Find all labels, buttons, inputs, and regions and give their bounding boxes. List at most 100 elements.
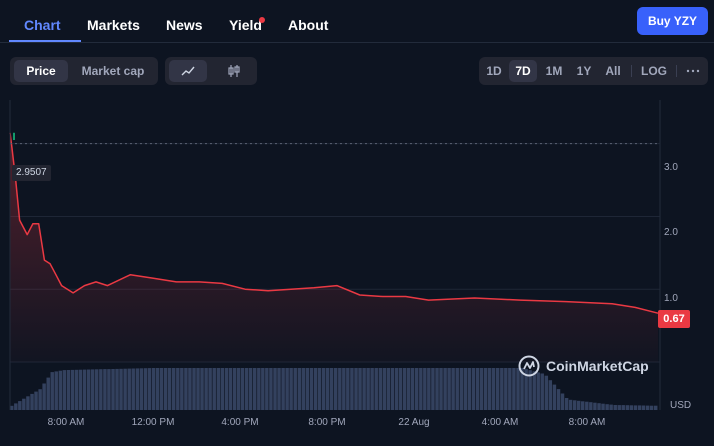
volume-bar (163, 368, 168, 410)
candlestick-icon[interactable] (215, 60, 253, 82)
range-7d[interactable]: 7D (509, 60, 537, 82)
volume-bar (589, 402, 593, 410)
volume-bar (342, 368, 346, 410)
volume-bar (123, 368, 127, 410)
volume-bar (184, 368, 188, 410)
metric-toggle: Price Market cap (10, 57, 158, 85)
market-cap-tab[interactable]: Market cap (81, 64, 145, 78)
buy-button[interactable]: Buy YZY (637, 7, 708, 35)
volume-bar (386, 368, 391, 410)
price-area (10, 132, 658, 362)
volume-bar (475, 368, 480, 410)
range-1m[interactable]: 1M (545, 64, 563, 78)
volume-bar (26, 396, 30, 410)
volume-bar (528, 370, 532, 410)
y-tick-label: 1.0 (664, 293, 678, 304)
volume-bar (228, 368, 233, 410)
volume-bar (524, 369, 528, 410)
active-tab-underline (9, 40, 81, 42)
tab-news[interactable]: News (166, 17, 203, 33)
start-price-label: 2.9507 (12, 165, 51, 181)
volume-bar (111, 369, 115, 410)
volume-bar (293, 368, 297, 410)
volume-bar (236, 368, 241, 410)
volume-bar (633, 405, 638, 410)
volume-bar (374, 368, 378, 410)
volume-bar (265, 368, 269, 410)
volume-bar (516, 368, 520, 410)
volume-bars (10, 368, 658, 410)
volume-bar (491, 368, 496, 410)
volume-bar (220, 368, 225, 410)
range-1y[interactable]: 1Y (576, 64, 592, 78)
volume-bar (402, 368, 407, 410)
volume-bar (585, 401, 589, 410)
volume-bar (350, 368, 354, 410)
volume-bar (564, 398, 569, 410)
chart-type-toggle (165, 57, 257, 85)
volume-bar (613, 405, 617, 410)
volume-bar (378, 368, 383, 410)
volume-bar (321, 368, 326, 410)
volume-bar (172, 368, 176, 410)
volume-bar (50, 372, 54, 410)
volume-bar (289, 368, 293, 410)
volume-bar (42, 383, 46, 410)
volume-bar (609, 404, 613, 410)
watermark-text: CoinMarketCap (546, 358, 649, 374)
volume-bar (30, 393, 34, 410)
volume-bar (309, 368, 314, 410)
price-chart[interactable] (0, 100, 714, 446)
more-icon[interactable] (681, 60, 705, 82)
volume-bar (208, 368, 212, 410)
volume-bar (180, 368, 184, 410)
log-scale-button[interactable]: LOG (641, 64, 667, 78)
volume-bar (99, 369, 103, 410)
volume-bar (577, 400, 581, 410)
volume-bar (62, 370, 67, 410)
range-1d[interactable]: 1D (486, 64, 502, 78)
volume-bar (508, 368, 512, 410)
volume-bar (447, 368, 451, 410)
volume-bar (155, 368, 160, 410)
volume-bar (467, 368, 472, 410)
tab-chart[interactable]: Chart (24, 17, 61, 33)
line-chart-icon[interactable] (169, 60, 207, 82)
volume-bar (127, 368, 131, 410)
volume-bar (520, 368, 524, 410)
volume-bar (358, 368, 362, 410)
volume-bar (443, 368, 447, 410)
volume-bar (617, 405, 621, 410)
volume-bar (317, 368, 322, 410)
volume-bar (46, 377, 50, 410)
yield-notification-dot (259, 17, 265, 23)
volume-bar (297, 368, 302, 410)
tab-about[interactable]: About (288, 17, 329, 33)
volume-bar (593, 402, 597, 410)
volume-bar (135, 368, 140, 410)
volume-bar (95, 369, 99, 410)
volume-bar (212, 368, 216, 410)
tab-markets[interactable]: Markets (87, 17, 140, 33)
volume-bar (415, 368, 419, 410)
price-line (9, 132, 659, 314)
volume-bar (14, 403, 18, 410)
volume-bar (269, 368, 273, 410)
volume-bar (87, 369, 91, 410)
volume-bar (281, 368, 285, 410)
volume-bar (232, 368, 237, 410)
tab-yield[interactable]: Yield (229, 17, 262, 33)
volume-bar (573, 400, 577, 410)
volume-bar (354, 368, 358, 410)
coinmarketcap-watermark: CoinMarketCap (518, 355, 649, 377)
price-tab[interactable]: Price (14, 60, 68, 82)
volume-bar (119, 368, 123, 410)
volume-bar (463, 368, 468, 410)
volume-bar (38, 389, 42, 410)
volume-bar (649, 405, 654, 410)
range-all[interactable]: All (605, 64, 621, 78)
volume-bar (406, 368, 411, 410)
currency-label: USD (670, 400, 692, 411)
volume-bar (285, 368, 289, 410)
volume-bar (58, 370, 63, 410)
